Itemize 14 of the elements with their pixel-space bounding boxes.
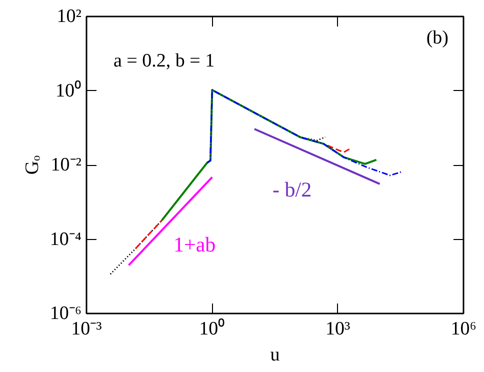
x-tick-label: 10⁶ [450,318,476,340]
annotation: 1+ab [174,232,216,256]
x-tick-label: 10⁻³ [71,318,102,340]
y-tick-label: 10² [56,6,82,27]
y-tick-label: 10⁰ [56,79,82,102]
annotation: (b) [426,28,448,48]
y-tick-label: 10⁻² [50,154,82,176]
y-axis-title: Gₒ [22,154,43,175]
x-tick-label: 10⁰ [199,318,226,340]
x-tick-label: 10³ [325,318,350,340]
y-tick-label: 10⁻⁴ [50,228,82,250]
annotation: a = 0.2, b = 1 [114,50,215,72]
annotation: - b/2 [272,178,312,202]
x-axis-title: u [270,344,280,366]
